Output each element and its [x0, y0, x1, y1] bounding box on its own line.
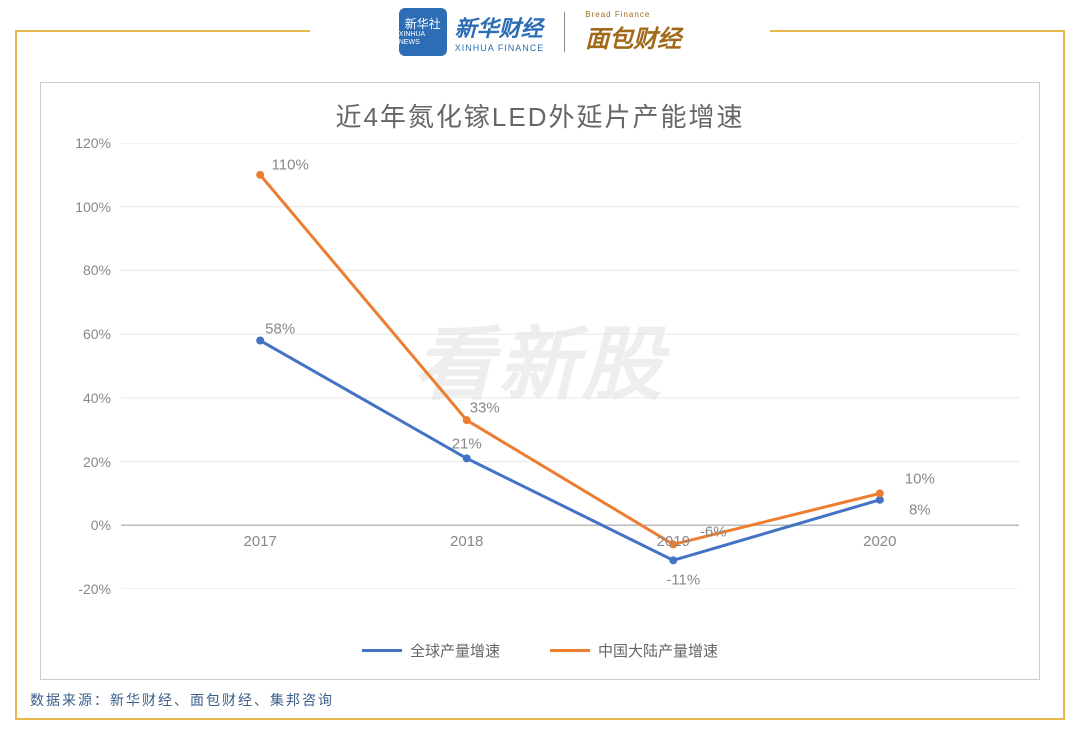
data-point-label: 58% [265, 320, 295, 337]
x-axis-label: 2020 [863, 533, 896, 550]
y-axis-label: 20% [61, 454, 111, 470]
data-point-label: 33% [470, 400, 500, 417]
bread-finance-logo: Bread Finance 面包财经 [585, 10, 681, 54]
data-point-label: -6% [700, 524, 727, 541]
y-axis-label: 40% [61, 390, 111, 406]
y-axis-label: 100% [61, 199, 111, 215]
legend-label: 中国大陆产量增速 [598, 640, 718, 661]
legend-item: 全球产量增速 [362, 640, 500, 661]
legend-line-icon [362, 649, 402, 652]
chart-legend: 全球产量增速 中国大陆产量增速 [41, 640, 1039, 661]
xinhua-text: 新华财经 XINHUA FINANCE [455, 11, 545, 53]
y-axis-label: 80% [61, 262, 111, 278]
bread-en: Bread Finance [585, 10, 681, 19]
data-point-label: 8% [909, 501, 931, 518]
legend-item: 中国大陆产量增速 [550, 640, 718, 661]
legend-line-icon [550, 649, 590, 652]
y-axis-label: -20% [61, 581, 111, 597]
x-axis-label: 2019 [657, 533, 690, 550]
header-logos: 新华社 XINHUA NEWS 新华财经 XINHUA FINANCE Brea… [310, 8, 770, 56]
badge-subtext: XINHUA NEWS [399, 31, 447, 46]
xinhua-logo-group: 新华社 XINHUA NEWS 新华财经 XINHUA FINANCE [399, 8, 545, 56]
xinhua-en: XINHUA FINANCE [455, 43, 545, 53]
chart-title: 近4年氮化镓LED外延片产能增速 [41, 83, 1039, 138]
xinhua-badge-icon: 新华社 XINHUA NEWS [399, 8, 447, 56]
data-point-label: -11% [666, 572, 700, 589]
legend-label: 全球产量增速 [410, 640, 500, 661]
chart-container: 近4年氮化镓LED外延片产能增速 看新股 -20%0%20%40%60%80%1… [40, 82, 1040, 680]
x-axis-label: 2017 [244, 533, 277, 550]
xinhua-cn: 新华财经 [455, 11, 545, 43]
y-axis-label: 120% [61, 135, 111, 151]
logo-separator [564, 12, 565, 52]
y-axis-label: 60% [61, 326, 111, 342]
badge-text: 新华社 [405, 18, 441, 31]
chart-plot-area: -20%0%20%40%60%80%100%120%20172018201920… [121, 143, 1019, 589]
source-note: 数据来源：新华财经、面包财经、集邦咨询 [30, 690, 334, 710]
x-axis-label: 2018 [450, 533, 483, 550]
data-point-label: 21% [452, 436, 482, 453]
bread-cn: 面包财经 [585, 19, 681, 54]
data-point-label: 10% [905, 471, 935, 488]
y-axis-label: 0% [61, 517, 111, 533]
data-point-label: 110% [272, 156, 309, 173]
